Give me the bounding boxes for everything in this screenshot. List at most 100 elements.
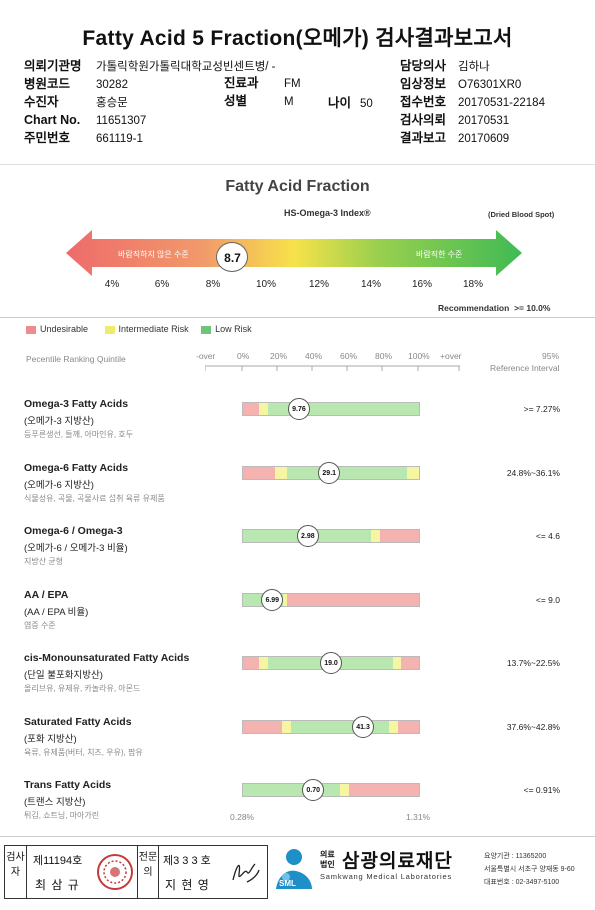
- header-row: Chart No. 11651307: [24, 113, 147, 127]
- row-title: cis-Monounsaturated Fatty Acids: [24, 652, 190, 664]
- row-title: Saturated Fatty Acids: [24, 715, 132, 728]
- row-title: Trans Fatty Acids: [24, 779, 112, 791]
- result-row: Omega-6 Fatty Acids (오메가-6 지방산) 식물성유, 곡물, …: [0, 454, 595, 518]
- scale-bottom-right: 1.31%: [406, 812, 431, 822]
- range-segment-yellow: [389, 720, 398, 733]
- row-title: Omega-6 Fatty Acids: [24, 461, 129, 474]
- report-title: Fatty Acid 5 Fraction(오메가) 검사결과보고서: [82, 27, 513, 50]
- reference-interval: <= 4.6: [535, 531, 560, 541]
- header-right: 담당의사 김하나 임상정보 O76301XR0 접수번호 20170531-22184…: [400, 58, 545, 148]
- result-row: cis-Monounsaturated Fatty Acids (단일 불포화지방…: [0, 644, 595, 708]
- tick-label: 8%: [205, 279, 221, 290]
- range-segment-red: [243, 403, 259, 415]
- index-value-marker: 8.7: [216, 242, 249, 272]
- range-segment-red: [243, 720, 282, 733]
- range-segment-yellow: [258, 657, 268, 669]
- range-bar: [242, 783, 420, 797]
- row-subtitle: (오메가-6 / 오메가-3 비율): [24, 543, 128, 554]
- index-gradient-arrow: [66, 230, 522, 276]
- row-subtitle: (AA / EPA 비율): [24, 606, 89, 618]
- reference-interval: <= 9.0: [535, 594, 560, 605]
- row-description: 튀김, 쇼트닝, 마아가린: [24, 811, 100, 820]
- inspector-name: 최 삼 규: [35, 878, 80, 892]
- header-row: 접수번호 20170531-22184: [400, 95, 545, 109]
- row-subtitle: (오메가-6 지방산): [24, 479, 94, 491]
- row-description: 염증 수준: [24, 620, 56, 630]
- range-segment-yellow: [258, 403, 268, 415]
- header-row: 성별 M: [224, 94, 294, 108]
- arrow-left-text: 바람직하지 않은 수준: [118, 250, 189, 259]
- value-marker: 0.70: [302, 779, 325, 801]
- range-bar: [242, 529, 420, 543]
- row-title: Omega-3 Fatty Acids: [24, 398, 129, 410]
- signature-box: 검사자 제11194호 최 삼 규 전문의 제3 3 3 호 지 현 영: [4, 845, 268, 899]
- range-segment-red: [286, 593, 419, 606]
- scale-label: 100%: [408, 351, 430, 361]
- reference-interval: 37.6%~42.8%: [506, 721, 560, 732]
- inspector-seal: [97, 854, 133, 890]
- range-segment-red: [401, 657, 419, 669]
- ref-title-2: Reference Interval: [490, 363, 560, 373]
- range-segment-yellow: [392, 657, 402, 669]
- header-row: 병원코드 30282: [24, 77, 128, 91]
- header-row: 임상정보 O76301XR0: [400, 77, 522, 91]
- row-description: 등푸른생선, 들깨, 아마인유, 호두: [24, 430, 134, 439]
- header-row: 수진자 홍승문: [24, 95, 128, 109]
- range-segment-green: [243, 784, 340, 796]
- sample-label: (Dried Blood Spot): [488, 210, 555, 219]
- legend: Undesirable Intermediate Risk Low Risk: [26, 324, 252, 334]
- reference-interval: >= 7.27%: [523, 404, 560, 414]
- header-age: 나이 50: [328, 96, 373, 110]
- value-marker: 9.76: [287, 398, 310, 420]
- fraction-title: Fatty Acid Fraction: [225, 178, 370, 195]
- org-prefix: 의료 법인: [320, 850, 335, 869]
- row-subtitle: (오메가-3 지방산): [24, 416, 94, 427]
- result-row: Saturated Fatty Acids (포화 지방산) 육류, 유제품(버터,…: [0, 708, 595, 772]
- scale-bottom-left: 0.28%: [230, 812, 255, 822]
- header-row: 검사의뢰 20170531: [400, 113, 510, 127]
- row-title: AA / EPA: [24, 588, 69, 601]
- range-segment-yellow: [371, 530, 381, 542]
- result-row: Omega-3 Fatty Acids (오메가-3 지방산) 등푸른생선, 들깨,…: [0, 390, 595, 454]
- section-divider: [0, 317, 595, 318]
- row-description: 올리브유, 유제유, 카놀라유, 아몬드: [24, 684, 141, 693]
- header-left: 의뢰기관명 가톨릭학원가톨릭대학교성빈센트병/ - 병원코드 30282 수진자 홍승…: [24, 58, 276, 148]
- header-mid: 진료과 FM 성별 M: [224, 75, 301, 111]
- scale-label: 80%: [375, 351, 393, 361]
- row-description: 지방산 균형: [24, 557, 64, 566]
- range-segment-yellow: [274, 466, 287, 479]
- doctor-name: 지 현 영: [165, 878, 210, 892]
- range-segment-yellow: [281, 720, 291, 733]
- value-marker: 6.99: [261, 588, 284, 611]
- range-segment-green: [286, 466, 407, 479]
- ref-title-1: 95%: [542, 351, 560, 361]
- scale-label-over-right: +over: [440, 351, 462, 361]
- range-segment-green: [290, 720, 390, 733]
- tick-label: 10%: [255, 279, 276, 290]
- logo-text: SML: [279, 879, 296, 888]
- scale-label: 60%: [340, 351, 358, 361]
- tick-label: 16%: [411, 279, 432, 290]
- range-bar: [242, 402, 420, 416]
- index-label: HS-Omega-3 Index®: [284, 208, 371, 218]
- inspector-no: 제11194호: [33, 855, 83, 867]
- range-segment-red: [348, 784, 419, 796]
- header-row: 의뢰기관명 가톨릭학원가톨릭대학교성빈센트병/ -: [24, 59, 276, 73]
- sml-logo-icon: [276, 849, 312, 889]
- reference-interval: 13.7%~22.5%: [506, 658, 560, 668]
- org-name: 삼광의료재단: [342, 851, 453, 872]
- scale-label: 40%: [305, 351, 323, 361]
- result-row: Omega-6 / Omega-3 (오메가-6 / 오메가-3 비율) 지방산 균…: [0, 517, 595, 581]
- range-segment-red: [243, 657, 259, 669]
- footer-divider: [0, 836, 595, 837]
- doctor-signature: [232, 863, 260, 883]
- row-title: Omega-6 / Omega-3: [24, 525, 123, 537]
- tick-label: 12%: [308, 279, 329, 290]
- row-subtitle: (트랜스 지방산): [24, 797, 86, 808]
- range-bar: [242, 719, 420, 734]
- value-marker: 41.3: [352, 715, 375, 738]
- legend-item-intermediate: Intermediate Risk: [104, 324, 189, 334]
- legend-item-undesirable: Undesirable: [26, 324, 88, 334]
- header-row: 주민번호 661119-1: [24, 131, 143, 145]
- doctor-label: 전문의: [137, 846, 159, 898]
